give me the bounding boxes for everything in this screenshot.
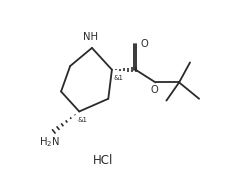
Text: &1: &1 — [114, 75, 124, 81]
Text: HCl: HCl — [93, 154, 113, 167]
Text: &1: &1 — [77, 117, 87, 123]
Text: O: O — [151, 85, 159, 95]
Text: O: O — [140, 39, 148, 49]
Text: H$_2$N: H$_2$N — [39, 135, 60, 149]
Text: NH: NH — [83, 32, 98, 42]
